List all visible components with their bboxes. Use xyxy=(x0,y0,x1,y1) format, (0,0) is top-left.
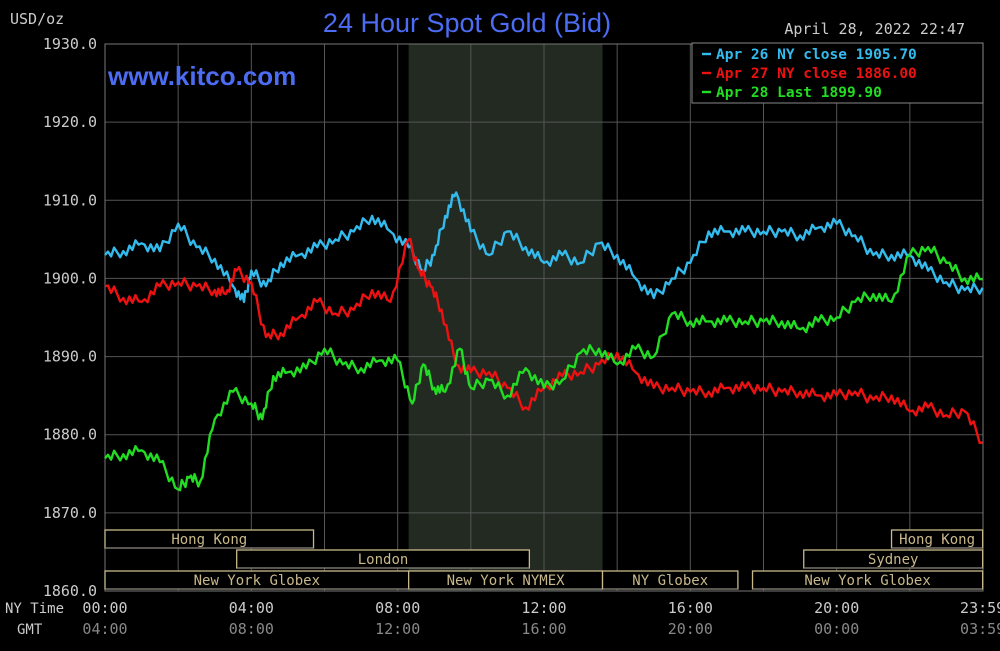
x-tick-label-ny: 23:59 xyxy=(960,599,1000,617)
session-label: London xyxy=(358,552,409,568)
y-axis-ticks: 1860.0 1870.0 1880.0 1890.0 1900.0 1910.0 1920… xyxy=(43,35,97,600)
session-label: New York Globex xyxy=(804,573,930,589)
x-axis-ny-label: NY Time xyxy=(5,601,64,617)
session-box: New York NYMEX xyxy=(407,570,604,590)
x-axis-ticks: 00:00 04:00 08:00 12:00 16:00 20:00 23:59 04:00… xyxy=(82,599,1000,638)
series-line-apr28 xyxy=(104,245,983,492)
y-tick-label: 1870.0 xyxy=(43,504,97,522)
y-axis-unit-label: USD/oz xyxy=(10,10,64,28)
x-axis-gmt-label: GMT xyxy=(17,622,43,638)
y-tick-label: 1910.0 xyxy=(43,191,97,209)
session-box: New York Globex xyxy=(104,570,410,590)
legend: Apr 26 NY close 1905.70 Apr 27 NY close 1… xyxy=(691,42,984,104)
legend-entry: Apr 26 NY close 1905.70 xyxy=(716,47,917,63)
trading-sessions: Hong Kong Hong Kong London Sydney New York G… xyxy=(104,529,984,590)
y-tick-label: 1900.0 xyxy=(43,269,97,287)
legend-entry: Apr 27 NY close 1886.00 xyxy=(716,66,917,82)
x-tick-label-gmt: 20:00 xyxy=(668,620,713,638)
series-line-apr26 xyxy=(104,191,984,304)
session-shaded-region xyxy=(408,44,603,591)
series-line-apr27 xyxy=(104,237,983,444)
session-label: New York NYMEX xyxy=(447,573,566,589)
legend-entry: Apr 28 Last 1899.90 xyxy=(716,85,882,101)
x-tick-label-ny: 12:00 xyxy=(521,599,566,617)
session-label: NY Globex xyxy=(632,573,708,589)
series-lines xyxy=(104,191,984,492)
session-box: New York Globex xyxy=(751,570,984,590)
legend-frame xyxy=(691,42,984,104)
y-tick-label: 1930.0 xyxy=(43,35,97,53)
chart-title: 24 Hour Spot Gold (Bid) xyxy=(323,8,611,38)
x-tick-label-ny: 04:00 xyxy=(229,599,274,617)
session-box: Hong Kong xyxy=(104,529,315,549)
y-tick-label: 1890.0 xyxy=(43,348,97,366)
chart-date: April 28, 2022 22:47 xyxy=(784,20,965,38)
x-tick-label-gmt: 16:00 xyxy=(521,620,566,638)
session-label: Hong Kong xyxy=(899,532,975,548)
x-tick-label-ny: 08:00 xyxy=(375,599,420,617)
session-box: London xyxy=(236,549,531,569)
session-label: New York Globex xyxy=(194,573,320,589)
x-tick-label-gmt: 08:00 xyxy=(229,620,274,638)
x-tick-label-ny: 20:00 xyxy=(814,599,859,617)
y-tick-label: 1920.0 xyxy=(43,113,97,131)
y-tick-label: 1880.0 xyxy=(43,426,97,444)
plot-frame xyxy=(104,43,984,592)
x-tick-label-gmt: 00:00 xyxy=(814,620,859,638)
session-box: Hong Kong xyxy=(890,529,984,549)
x-tick-label-gmt: 12:00 xyxy=(375,620,420,638)
x-tick-label-gmt: 04:00 xyxy=(82,620,127,638)
watermark-text: www.kitco.com xyxy=(107,61,296,91)
x-tick-label-gmt: 03:59 xyxy=(960,620,1000,638)
y-tick-label: 1860.0 xyxy=(43,582,97,600)
x-tick-label-ny: 00:00 xyxy=(82,599,127,617)
x-tick-label-ny: 16:00 xyxy=(668,599,713,617)
session-label: Sydney xyxy=(868,552,919,568)
session-label: Hong Kong xyxy=(171,532,247,548)
session-box: Sydney xyxy=(803,549,984,569)
session-box: NY Globex xyxy=(601,570,739,590)
